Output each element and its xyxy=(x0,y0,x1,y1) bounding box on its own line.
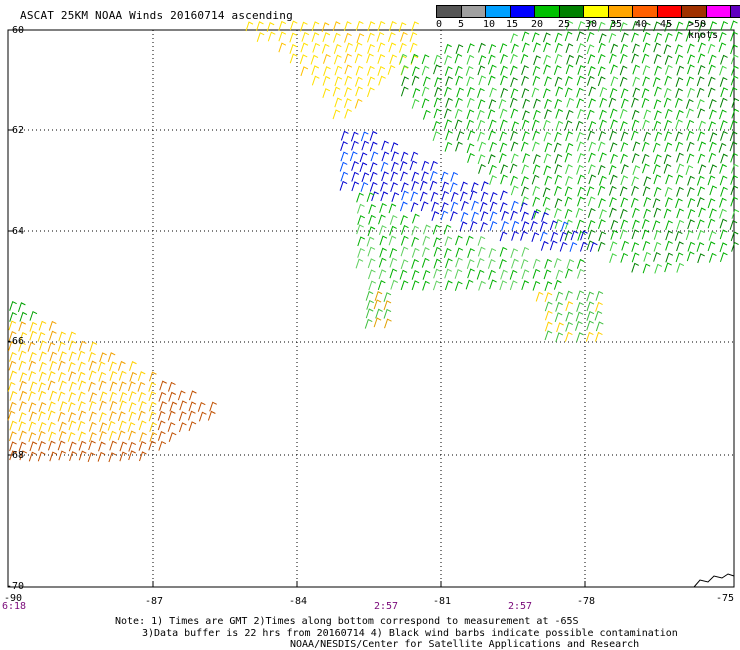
colorbar-label: 25 xyxy=(558,19,571,30)
lat-label-68: -68 xyxy=(6,450,25,461)
lon-label-75: -75 xyxy=(716,593,735,604)
grid-lines xyxy=(8,30,734,587)
note-line-2: 3)Data buffer is 22 hrs from 20160714 4)… xyxy=(142,628,678,639)
colorbar-swatch xyxy=(607,5,633,18)
colorbar-label: 10 xyxy=(483,19,496,30)
lon-label-90: -90 xyxy=(4,593,23,604)
lon-label-84: -84 xyxy=(289,596,308,607)
colorbar-swatch xyxy=(558,5,584,18)
colorbar-swatch xyxy=(705,5,731,18)
colorbar-swatch xyxy=(681,5,707,18)
colorbar-swatch xyxy=(730,5,740,18)
colorbar-swatch xyxy=(460,5,486,18)
lat-label-64: -64 xyxy=(6,226,25,237)
colorbar-swatch xyxy=(436,5,462,18)
lon-label-81: -81 xyxy=(433,596,452,607)
plot-frame xyxy=(7,29,735,588)
colorbar-label: 20 xyxy=(531,19,544,30)
colorbar-swatch xyxy=(534,5,560,18)
lon-label-78: -78 xyxy=(577,596,596,607)
lon-label-87: -87 xyxy=(145,596,164,607)
lat-label-62: -62 xyxy=(6,125,25,136)
map-title: ASCAT 25KM NOAA Winds 20160714 ascending xyxy=(20,9,293,22)
lat-label-70: -70 xyxy=(6,581,25,592)
colorbar-swatch xyxy=(583,5,609,18)
colorbar-label: 40 xyxy=(635,19,648,30)
wind-barbs xyxy=(7,20,740,463)
axis-ticks xyxy=(8,129,586,587)
colorbar-label: 0 xyxy=(436,19,443,30)
colorbar-swatch xyxy=(632,5,658,18)
colorbar-swatch xyxy=(509,5,535,18)
wind-speed-colorbar xyxy=(436,5,740,18)
colorbar-label: 35 xyxy=(610,19,623,30)
colorbar-label: 5 xyxy=(458,19,465,30)
colorbar-label: 15 xyxy=(506,19,519,30)
colorbar-label: >50 knots xyxy=(688,19,719,41)
time-label-2: 2:57 xyxy=(374,601,399,612)
lat-label-66: -66 xyxy=(6,336,25,347)
colorbar-label: 30 xyxy=(585,19,598,30)
colorbar-swatch xyxy=(485,5,511,18)
colorbar-swatch xyxy=(656,5,682,18)
note-line-1: Note: 1) Times are GMT 2)Times along bot… xyxy=(115,616,579,627)
colorbar-label: 45 xyxy=(660,19,673,30)
note-line-3: NOAA/NESDIS/Center for Satellite Applica… xyxy=(290,639,640,650)
time-label-3: 2:57 xyxy=(508,601,533,612)
lat-label-60: -60 xyxy=(6,25,25,36)
coastline xyxy=(693,573,735,588)
time-label-1: 6:18 xyxy=(2,601,27,612)
